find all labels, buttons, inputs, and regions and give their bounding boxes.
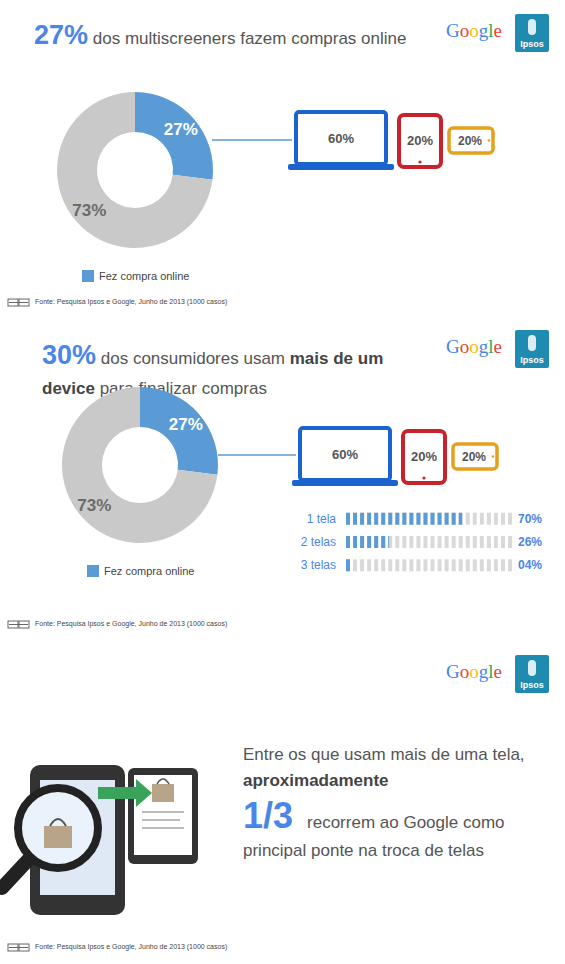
html-text:Ipsos: Ipsos bbox=[520, 355, 544, 365]
html-text:27%dos multiscreeners fazem co: 27%dos multiscreeners fazem compras onli… bbox=[34, 20, 407, 50]
html-text:Fonte: Pesquisa Ipsos e Google: Fonte: Pesquisa Ipsos e Google, Junho de… bbox=[35, 620, 228, 627]
html-text:G o o g l e: G o o g l e bbox=[446, 661, 502, 682]
html-text:Ipsos: Ipsos bbox=[520, 680, 544, 690]
html-text:Fonte: Pesquisa Ipsos e Google: Fonte: Pesquisa Ipsos e Google, Junho de… bbox=[35, 298, 228, 305]
html-text:1/3: 1/3 bbox=[243, 795, 293, 836]
html-text:recorrem ao Google como princi: recorrem ao Google como principal ponte … bbox=[243, 813, 505, 860]
svg-text:04%: 04% bbox=[518, 558, 542, 572]
html-text:aproximadamente: aproximadamente bbox=[243, 771, 389, 790]
svg-text:20%: 20% bbox=[462, 450, 486, 464]
html-text:G o o g l e: G o o g l e bbox=[446, 20, 502, 41]
svg-text:2 telas: 2 telas bbox=[301, 535, 336, 549]
svg-text:27%: 27% bbox=[169, 415, 203, 434]
svg-text:27%: 27% bbox=[164, 120, 198, 139]
svg-text:3 telas: 3 telas bbox=[301, 558, 336, 572]
svg-text:Fez compra online: Fez compra online bbox=[104, 565, 195, 577]
svg-text:Fez compra online: Fez compra online bbox=[99, 270, 190, 282]
svg-text:60%: 60% bbox=[332, 447, 358, 462]
html-text:Entre os que usam mais de uma: Entre os que usam mais de uma tela, bbox=[243, 745, 525, 764]
svg-text:26%: 26% bbox=[518, 535, 542, 549]
svg-text:20%: 20% bbox=[411, 449, 437, 464]
html-text:Ipsos: Ipsos bbox=[520, 39, 544, 49]
svg-text:73%: 73% bbox=[77, 496, 111, 515]
svg-text:20%: 20% bbox=[407, 133, 433, 148]
html-text:30%dos consumidores usam mais: 30%dos consumidores usam mais de um devi… bbox=[42, 340, 384, 398]
svg-text:20%: 20% bbox=[458, 134, 482, 148]
svg-text:73%: 73% bbox=[72, 201, 106, 220]
html-text:G o o g l e: G o o g l e bbox=[446, 336, 502, 357]
svg-text:1 tela: 1 tela bbox=[307, 512, 337, 526]
html-text:Fonte: Pesquisa Ipsos e Google: Fonte: Pesquisa Ipsos e Google, Junho de… bbox=[35, 943, 228, 950]
svg-text:60%: 60% bbox=[328, 131, 354, 146]
svg-text:70%: 70% bbox=[518, 512, 542, 526]
